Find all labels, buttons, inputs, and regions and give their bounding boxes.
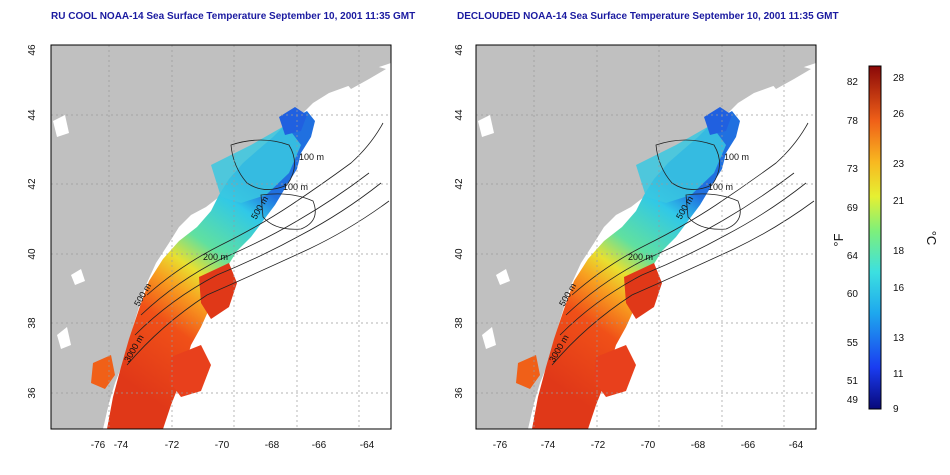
lon-tick-label: -76 <box>91 440 106 451</box>
f-tick-label: 82 <box>847 77 859 88</box>
right-map-area: 100 m 100 m 500 m 200 m 500 m 3000 m <box>476 45 816 429</box>
left-map-area: 100 m 100 m 500 m 200 m 500 m 3000 m <box>51 45 391 429</box>
f-tick-label: 49 <box>847 395 859 406</box>
c-tick-label: 21 <box>893 196 905 207</box>
contour-label: 100 m <box>724 152 749 162</box>
colorbar-c-ticks: 28 26 23 21 18 16 13 11 9 <box>893 73 905 415</box>
c-tick-label: 26 <box>893 109 905 120</box>
lon-tick-label: -72 <box>165 440 180 451</box>
lon-tick-label: -68 <box>691 440 706 451</box>
colorbar-c-label: °C <box>924 231 939 246</box>
contour-label: 200 m <box>628 252 653 262</box>
c-tick-label: 23 <box>893 159 905 170</box>
lon-tick-label: -76 <box>493 440 508 451</box>
lon-tick-label: -74 <box>114 440 129 451</box>
right-map-frame <box>475 44 817 430</box>
lat-tick-label: 40 <box>27 248 38 260</box>
left-lat-axis: 36 38 40 42 44 46 <box>27 44 38 399</box>
lon-tick-label: -68 <box>265 440 280 451</box>
colorbar-f-ticks: 82 78 73 69 64 60 55 51 49 <box>847 77 859 406</box>
contour-label: 200 m <box>203 252 228 262</box>
lat-tick-label: 46 <box>27 44 38 56</box>
lat-tick-label: 38 <box>27 317 38 329</box>
lat-tick-label: 42 <box>454 178 465 190</box>
lon-tick-label: -64 <box>360 440 375 451</box>
left-map-panel: 100 m 100 m 500 m 200 m 500 m 3000 m <box>50 44 392 430</box>
right-map-panel: 100 m 100 m 500 m 200 m 500 m 3000 m <box>475 44 817 430</box>
lat-tick-label: 44 <box>27 109 38 121</box>
lon-tick-label: -74 <box>541 440 556 451</box>
right-lon-axis: -76 -74 -72 -70 -68 -66 -64 <box>493 440 804 451</box>
contour-label: 100 m <box>708 182 733 192</box>
right-panel-title: DECLOUDED NOAA-14 Sea Surface Temperatur… <box>457 11 839 22</box>
lat-tick-label: 46 <box>454 44 465 56</box>
lon-tick-label: -70 <box>641 440 656 451</box>
colorbar-f-label: °F <box>831 233 846 246</box>
right-lat-axis: 36 38 40 42 44 46 <box>454 44 465 399</box>
f-tick-label: 60 <box>847 289 859 300</box>
lat-tick-label: 36 <box>27 387 38 399</box>
lat-tick-label: 44 <box>454 109 465 121</box>
colorbar: 82 78 73 69 64 60 55 51 49 28 26 23 21 1… <box>831 65 939 415</box>
f-tick-label: 73 <box>847 164 859 175</box>
c-tick-label: 9 <box>893 404 899 415</box>
c-tick-label: 13 <box>893 333 905 344</box>
left-panel-title: RU COOL NOAA-14 Sea Surface Temperature … <box>51 11 416 22</box>
contour-label: 100 m <box>299 152 324 162</box>
left-lon-axis: -76 -74 -72 -70 -68 -66 -64 <box>91 440 375 451</box>
lon-tick-label: -70 <box>215 440 230 451</box>
c-tick-label: 18 <box>893 246 905 257</box>
f-tick-label: 51 <box>847 376 859 387</box>
f-tick-label: 55 <box>847 338 859 349</box>
lon-tick-label: -72 <box>591 440 606 451</box>
lat-tick-label: 36 <box>454 387 465 399</box>
colorbar-scale <box>868 65 882 410</box>
c-tick-label: 11 <box>893 369 904 380</box>
lon-tick-label: -64 <box>789 440 804 451</box>
lat-tick-label: 40 <box>454 248 465 260</box>
f-tick-label: 78 <box>847 116 859 127</box>
c-tick-label: 28 <box>893 73 905 84</box>
f-tick-label: 64 <box>847 251 859 262</box>
f-tick-label: 69 <box>847 203 859 214</box>
contour-label: 100 m <box>283 182 308 192</box>
left-map-frame <box>50 44 392 430</box>
lat-tick-label: 38 <box>454 317 465 329</box>
lon-tick-label: -66 <box>312 440 327 451</box>
c-tick-label: 16 <box>893 283 905 294</box>
lat-tick-label: 42 <box>27 178 38 190</box>
lon-tick-label: -66 <box>741 440 756 451</box>
